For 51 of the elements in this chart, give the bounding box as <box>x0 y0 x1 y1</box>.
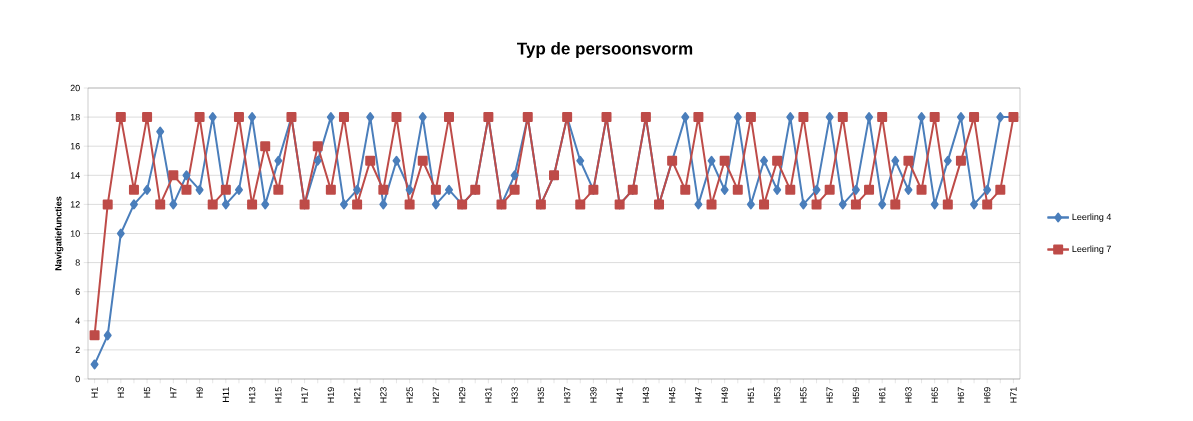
x-tick-label: H57 <box>826 387 833 403</box>
y-tick-label: 12 <box>70 201 80 208</box>
x-tick-label: H19 <box>327 387 335 403</box>
legend-label: Leerling 7 <box>1072 245 1111 254</box>
y-tick-label: 8 <box>75 259 80 266</box>
y-tick-label: 14 <box>70 172 80 179</box>
y-tick-label: 0 <box>75 375 80 383</box>
x-tick-label: H5 <box>143 387 151 398</box>
chart-title: Typ de persoonsvorm <box>517 42 693 58</box>
x-tick-label: H3 <box>117 387 125 398</box>
x-tick-label: H37 <box>563 387 571 403</box>
x-tick-label: H7 <box>170 387 177 398</box>
x-tick-label: H39 <box>590 387 597 403</box>
y-tick-label: 4 <box>75 317 80 324</box>
x-tick-label: H29 <box>458 387 466 403</box>
y-tick-label: 18 <box>70 113 80 121</box>
x-tick-label: H61 <box>878 387 886 403</box>
x-tick-label: H47 <box>695 387 702 403</box>
y-tick-label: 10 <box>70 230 80 237</box>
x-tick-label: H15 <box>275 387 282 403</box>
y-tick-label: 16 <box>70 143 80 150</box>
x-tick-label: H31 <box>485 387 492 403</box>
x-tick-label: H55 <box>800 387 807 403</box>
x-tick-label: H33 <box>511 387 518 403</box>
x-tick-label: H23 <box>380 387 387 403</box>
y-tick-label: 20 <box>70 84 80 92</box>
x-tick-label: H1 <box>91 387 98 398</box>
y-tick-label: 2 <box>75 346 80 354</box>
x-tick-label: H41 <box>616 387 623 403</box>
x-tick-label: H51 <box>747 387 755 403</box>
x-tick-label: H71 <box>1010 387 1017 403</box>
x-tick-label: H49 <box>721 387 728 403</box>
x-tick-label: H13 <box>248 387 256 403</box>
x-tick-label: H63 <box>905 387 912 403</box>
x-tick-label: H9 <box>196 387 203 398</box>
x-tick-label: H67 <box>957 387 965 403</box>
x-tick-label: H53 <box>773 387 781 403</box>
x-tick-label: H45 <box>669 387 676 403</box>
x-tick-label: H69 <box>984 387 991 403</box>
x-tick-label: H11 <box>222 387 229 402</box>
x-tick-label: H25 <box>406 387 413 403</box>
y-axis-title: Navigatiefuncties <box>54 196 64 271</box>
x-tick-label: H17 <box>301 387 308 403</box>
x-tick-label: H21 <box>353 387 361 403</box>
legend-label: Leerling 4 <box>1072 213 1112 222</box>
y-tick-label: 6 <box>75 288 80 295</box>
x-tick-label: H43 <box>642 387 650 403</box>
x-tick-label: H65 <box>931 387 938 403</box>
x-tick-label: H59 <box>852 387 860 403</box>
x-tick-label: H35 <box>537 387 545 403</box>
x-tick-label: H27 <box>432 387 440 403</box>
